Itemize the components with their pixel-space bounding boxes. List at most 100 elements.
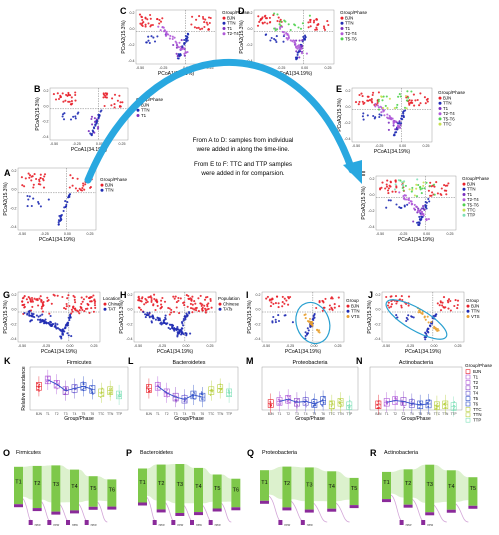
data-point <box>406 203 409 206</box>
data-point <box>273 27 276 30</box>
legend-swatch <box>462 213 466 217</box>
data-point <box>404 184 407 187</box>
stage-bar-loss <box>304 509 314 513</box>
data-point <box>39 321 42 324</box>
data-point <box>297 26 300 29</box>
y-tick-label: -0.2 <box>254 322 260 326</box>
legend-swatch <box>438 117 442 121</box>
data-point <box>411 186 414 189</box>
legend-swatch <box>465 396 471 401</box>
jitter-point <box>173 394 175 396</box>
data-point <box>207 302 210 305</box>
data-point <box>181 327 184 330</box>
stage-bar-loss <box>425 512 435 516</box>
data-point <box>119 101 122 104</box>
data-point <box>182 317 185 321</box>
data-point <box>394 179 397 182</box>
y-tick-label: 0.2 <box>370 177 375 181</box>
jitter-point <box>277 403 279 405</box>
data-point <box>35 177 38 181</box>
data-point <box>404 94 408 98</box>
data-point <box>410 90 413 93</box>
data-point <box>270 301 273 304</box>
flow-band <box>79 469 89 503</box>
data-point <box>447 182 450 185</box>
stage-bar-loss <box>327 508 337 512</box>
data-point <box>295 50 298 53</box>
data-point <box>210 306 213 309</box>
data-point <box>315 18 319 21</box>
stage-bar-loss <box>212 508 222 512</box>
data-point <box>268 16 271 19</box>
jitter-point <box>323 397 325 399</box>
data-point <box>90 117 93 121</box>
data-point <box>398 206 401 209</box>
data-point <box>373 117 376 120</box>
new-label: new <box>427 523 434 527</box>
flow-band <box>455 470 469 502</box>
data-point <box>386 113 389 116</box>
jitter-point <box>321 405 324 407</box>
trend-line <box>279 398 324 405</box>
y-tick-label: 0.2 <box>130 11 135 15</box>
flow-band <box>184 464 194 504</box>
data-point <box>281 295 284 298</box>
data-point <box>180 321 184 324</box>
data-point <box>164 314 167 317</box>
x-tick-label: TTN <box>337 412 344 416</box>
data-point <box>272 315 275 319</box>
data-point <box>430 320 433 324</box>
data-point <box>172 43 175 47</box>
data-point <box>438 304 441 307</box>
new-bar <box>152 520 157 525</box>
data-point <box>74 115 77 118</box>
data-point <box>283 314 286 317</box>
data-point <box>86 307 89 310</box>
flow-panel-p: P Bacteroidetes T1 T2 T3 T4 T5 T6 new new new new <box>126 448 241 527</box>
y-axis-label: PCoA2(15.3%) <box>239 20 245 54</box>
data-point <box>415 183 418 186</box>
legend-swatch <box>136 108 140 112</box>
pcoa-panel-a: A -0.50 -0.25 0.00 0.25 0.2 0.0 -0.2 -0.4 PCoA1(3… <box>3 167 128 243</box>
x-tick-label: BJN <box>268 412 275 416</box>
data-point <box>433 193 436 196</box>
stage-bar <box>175 464 185 513</box>
data-point <box>30 312 33 315</box>
plot-frame <box>133 291 217 343</box>
panel-title: Bacteroidetes <box>173 360 206 366</box>
data-point <box>183 301 186 304</box>
data-point <box>380 111 383 114</box>
data-point <box>147 22 150 25</box>
y-tick-label: -0.2 <box>368 209 374 213</box>
data-point <box>70 335 73 338</box>
data-point <box>385 183 388 186</box>
stage-bar-loss <box>282 507 292 511</box>
data-point <box>159 29 162 32</box>
data-point <box>393 133 396 136</box>
data-point <box>193 300 196 303</box>
data-point <box>395 302 398 305</box>
data-point <box>420 207 423 210</box>
jitter-point <box>418 407 420 409</box>
legend-label: TTN <box>467 187 476 192</box>
jitter-point <box>46 376 49 379</box>
caption-line-3: From E to F: TTC and TTP samples <box>194 161 292 168</box>
data-point <box>160 321 163 324</box>
data-point <box>161 26 164 29</box>
data-point <box>33 173 36 176</box>
jitter-point <box>119 395 122 397</box>
data-point <box>91 123 94 126</box>
pcoa-panel-g: G -0.50 -0.25 0.00 0.25 0.2 0.0 -0.2 -0.4 PCoA1(3… <box>3 290 121 355</box>
data-point <box>449 309 452 312</box>
data-point <box>68 195 71 198</box>
x-tick-label: -0.25 <box>73 142 81 146</box>
data-point <box>137 295 140 298</box>
caption-line-1: From A to D: samples from individual <box>193 137 294 144</box>
data-point <box>322 25 326 28</box>
legend-label: T1 <box>227 26 233 31</box>
data-point <box>203 21 206 24</box>
x-axis-label: PCoA1(34.19%) <box>374 149 410 155</box>
data-point <box>31 298 34 302</box>
data-point <box>398 298 402 301</box>
data-point <box>169 327 172 331</box>
